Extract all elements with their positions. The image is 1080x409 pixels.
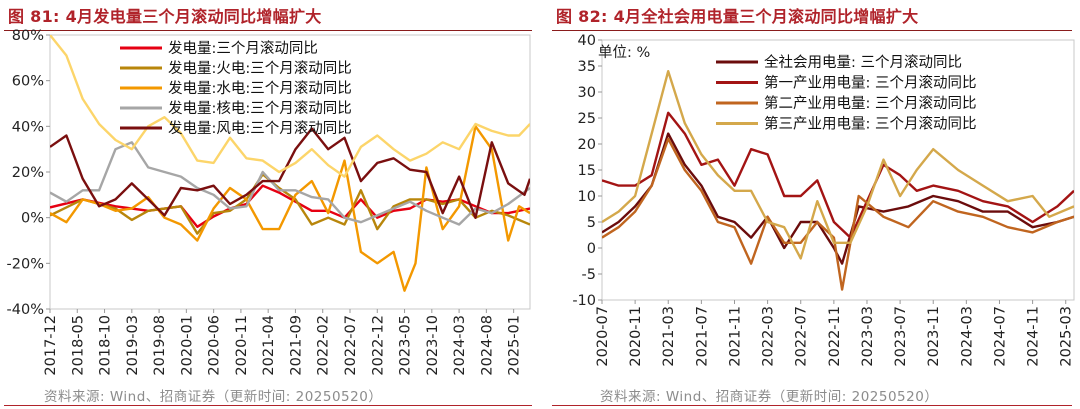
y-tick-label: -10 (572, 293, 596, 309)
y-tick-label: -20% (7, 256, 44, 272)
y-tick-label: 5 (587, 215, 596, 231)
series-line-1 (602, 132, 1074, 265)
left-line-chart: -40% -20% 0% 20% 40% 60% 80% 2017-12 2018-05 2018… (7, 28, 531, 376)
y-tick-label: 30 (578, 85, 596, 101)
left-bottom-divider (4, 405, 532, 406)
legend-label: 发电量:风电:三个月滚动同比 (168, 120, 352, 137)
x-tick-label: 2017-12 (43, 315, 59, 376)
x-tick-label: 2025-01 (507, 315, 523, 376)
legend-label: 第二产业用电量: 三个月滚动同比 (764, 94, 977, 112)
x-tick-label: 2024-07 (992, 306, 1008, 367)
series-line-3 (50, 125, 530, 292)
x-tick-label: 2025-03 (1059, 306, 1075, 367)
x-tick-label: 2023-10 (425, 315, 441, 376)
x-tick-label: 2021-07 (694, 306, 710, 367)
x-tick-label: 2022-07 (794, 306, 810, 367)
right-source-note: 资料来源: Wind、招商证券（更新时间: 20250520） (600, 389, 939, 405)
right-bottom-divider (552, 405, 1072, 406)
legend-label: 发电量:核电:三个月滚动同比 (168, 100, 352, 117)
x-tick-label: 2024-11 (1026, 306, 1042, 367)
x-tick-label: 2024-03 (959, 306, 975, 367)
y-tick-label: 20 (578, 137, 596, 153)
legend-label: 全社会用电量: 三个月滚动同比 (764, 53, 962, 71)
x-tick-label: 2020-06 (207, 315, 223, 376)
x-tick-label: 2022-12 (370, 315, 386, 376)
legend-label: 发电量:三个月滚动同比 (168, 40, 318, 57)
series-line-3 (602, 137, 1074, 291)
y-tick-label: 40 (578, 33, 596, 49)
y-tick-label: 35 (578, 59, 596, 75)
left-chart-panel: 图 81: 4月发电量三个月滚动同比增幅扩大 -40% -20% 0% 20% 40% 6… (4, 7, 532, 406)
y-tick-label: 25 (578, 111, 596, 127)
y-tick-label: 80% (12, 28, 44, 44)
x-tick-label: 2021-09 (288, 315, 304, 376)
series-line-4 (50, 141, 530, 226)
x-tick-label: 2022-11 (827, 306, 843, 367)
x-tick-label: 2019-03 (125, 315, 141, 376)
y-tick-label: 0% (21, 211, 44, 227)
series-line-2 (602, 111, 1074, 239)
x-tick-label: 2022-03 (761, 306, 777, 367)
left-title-divider (4, 30, 532, 31)
y-tick-label: -40% (7, 302, 44, 318)
left-source-note: 资料来源: Wind、招商证券（更新时间: 20250520） (44, 389, 383, 405)
y-tick-label: 60% (12, 74, 44, 90)
legend-label: 发电量:火电:三个月滚动同比 (168, 60, 352, 77)
x-tick-label: 2018-10 (98, 315, 114, 376)
right-chart-panel: 图 82: 4月全社会用电量三个月滚动同比增幅扩大 -10 -5 0 5 10 15 20 2… (548, 0, 1080, 409)
y-tick-label: 10 (578, 189, 596, 205)
y-tick-label: 40% (12, 119, 44, 135)
x-tick-label: 2022-02 (316, 315, 332, 376)
right-chart-title: 图 82: 4月全社会用电量三个月滚动同比增幅扩大 (556, 7, 919, 26)
x-tick-label: 2022-07 (343, 315, 359, 376)
legend-label: 第三产业用电量: 三个月滚动同比 (764, 115, 977, 133)
legend-label: 发电量:水电:三个月滚动同比 (168, 80, 352, 97)
x-tick-label: 2021-03 (661, 306, 677, 367)
x-tick-label: 2023-11 (926, 306, 942, 367)
x-tick-label: 2024-03 (452, 315, 468, 376)
x-tick-label: 2020-11 (628, 306, 644, 367)
x-tick-label: 2020-07 (595, 306, 611, 367)
x-tick-label: 2023-07 (893, 306, 909, 367)
x-tick-label: 2019-08 (152, 315, 168, 376)
series-line-5 (50, 127, 530, 219)
x-tick-label: 2020-11 (234, 315, 250, 376)
left-chart-title: 图 81: 4月发电量三个月滚动同比增幅扩大 (8, 7, 322, 26)
y-tick-label: 0 (587, 241, 596, 257)
x-tick-label: 2024-08 (479, 315, 495, 376)
x-tick-label: 2018-05 (70, 315, 86, 376)
right-title-divider (552, 30, 1072, 31)
unit-label: 单位: % (598, 44, 650, 61)
x-tick-label: 2021-04 (261, 315, 277, 376)
y-tick-label: 15 (578, 163, 596, 179)
y-tick-label: -5 (582, 267, 596, 283)
x-tick-label: 2021-11 (727, 306, 743, 367)
x-tick-label: 2020-01 (179, 315, 195, 376)
series-line-6 (50, 35, 530, 178)
series-line-4 (602, 69, 1074, 260)
y-tick-label: 20% (12, 165, 44, 181)
x-tick-label: 2023-05 (398, 315, 414, 376)
legend-label: 第一产业用电量: 三个月滚动同比 (764, 74, 977, 92)
x-tick-label: 2023-03 (860, 306, 876, 367)
right-line-chart: -10 -5 0 5 10 15 20 25 30 35 40 2020-07 2020-11 2021-… (572, 33, 1075, 367)
